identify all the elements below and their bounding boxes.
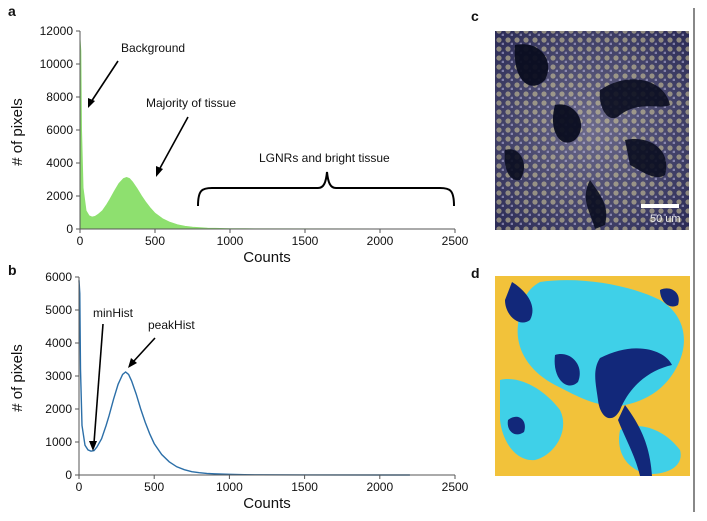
arrow-minhist-head [89, 441, 97, 451]
histogram-b-y-label: # of pixels [9, 344, 26, 412]
annotation-bright: LGNRs and bright tissue [259, 151, 390, 165]
arrow-minhist [93, 323, 104, 444]
histogram-b-ytick-label: 3000 [45, 369, 72, 383]
histogram-b-ytick-label: 0 [65, 468, 72, 482]
histogram-a-xtick-label: 0 [77, 234, 84, 248]
histogram-a-y-ticks: 0 2000 4000 6000 8000 10000 12000 [40, 24, 80, 236]
annotation-background: Background [121, 41, 185, 55]
histogram-a-x-label: Counts [243, 249, 291, 266]
arrow-background [90, 60, 119, 103]
histogram-a-marks [79, 39, 456, 230]
histogram-a-xtick-label: 2000 [367, 234, 394, 248]
histogram-b-xtick-label: 1500 [291, 480, 318, 494]
histogram-a-xtick-label: 1500 [292, 234, 319, 248]
histogram-a-x-ticks: 0 500 1000 1500 2000 2500 [77, 229, 469, 248]
histogram-b-xtick-label: 2500 [442, 480, 469, 494]
arrow-peakhist [132, 337, 156, 363]
annotation-majority: Majority of tissue [146, 96, 236, 110]
histogram-a-area [79, 39, 456, 230]
histogram-b-y-ticks: 0 1000 2000 3000 4000 5000 6000 [45, 270, 79, 482]
arrow-background-head [88, 98, 95, 108]
panel-label-b: b [8, 262, 17, 278]
histogram-a-ytick-label: 0 [66, 222, 73, 236]
histogram-b-ytick-label: 6000 [45, 270, 72, 284]
panel-label-a: a [8, 3, 16, 19]
annotation-minhist: minHist [93, 306, 134, 320]
histogram-a: 0 2000 4000 6000 8000 10000 12000 0 500 1000 1500… [9, 24, 469, 266]
histogram-b-ytick-label: 2000 [45, 402, 72, 416]
histogram-b-x-label: Counts [243, 495, 291, 512]
panel-label-d: d [471, 265, 480, 281]
scale-bar-label: 50 um [650, 213, 681, 225]
segmentation-map [495, 276, 690, 476]
histogram-b-marks [78, 280, 410, 476]
micrograph-image: 50 um [495, 31, 689, 230]
histogram-b: 0 1000 2000 3000 4000 5000 6000 0 500 1000 1500 20… [9, 270, 469, 512]
histogram-a-ytick-label: 10000 [40, 57, 74, 71]
histogram-b-xtick-label: 0 [76, 480, 83, 494]
histogram-a-ytick-label: 2000 [46, 189, 73, 203]
histogram-b-line [78, 280, 410, 476]
histogram-a-ytick-label: 6000 [46, 123, 73, 137]
histogram-b-ytick-label: 4000 [45, 336, 72, 350]
panel-label-c: c [471, 8, 479, 24]
histogram-b-x-ticks: 0 500 1000 1500 2000 2500 [76, 475, 469, 494]
histogram-a-ytick-label: 12000 [40, 24, 74, 38]
histogram-a-y-label: # of pixels [9, 98, 26, 166]
histogram-b-xtick-label: 2000 [366, 480, 393, 494]
histogram-b-ytick-label: 5000 [45, 303, 72, 317]
histogram-b-xtick-label: 1000 [216, 480, 243, 494]
bracket-bright [197, 171, 455, 207]
histogram-a-xtick-label: 2500 [442, 234, 469, 248]
histogram-a-ytick-label: 4000 [46, 156, 73, 170]
histogram-a-ytick-label: 8000 [46, 90, 73, 104]
histogram-a-xtick-label: 1000 [217, 234, 244, 248]
histogram-a-xtick-label: 500 [145, 234, 165, 248]
histogram-b-xtick-label: 500 [144, 480, 164, 494]
arrow-peakhist-head [128, 358, 137, 368]
arrow-majority [158, 116, 189, 171]
arrow-majority-head [156, 166, 163, 177]
histogram-b-ytick-label: 1000 [45, 435, 72, 449]
annotation-peakhist: peakHist [148, 318, 195, 332]
